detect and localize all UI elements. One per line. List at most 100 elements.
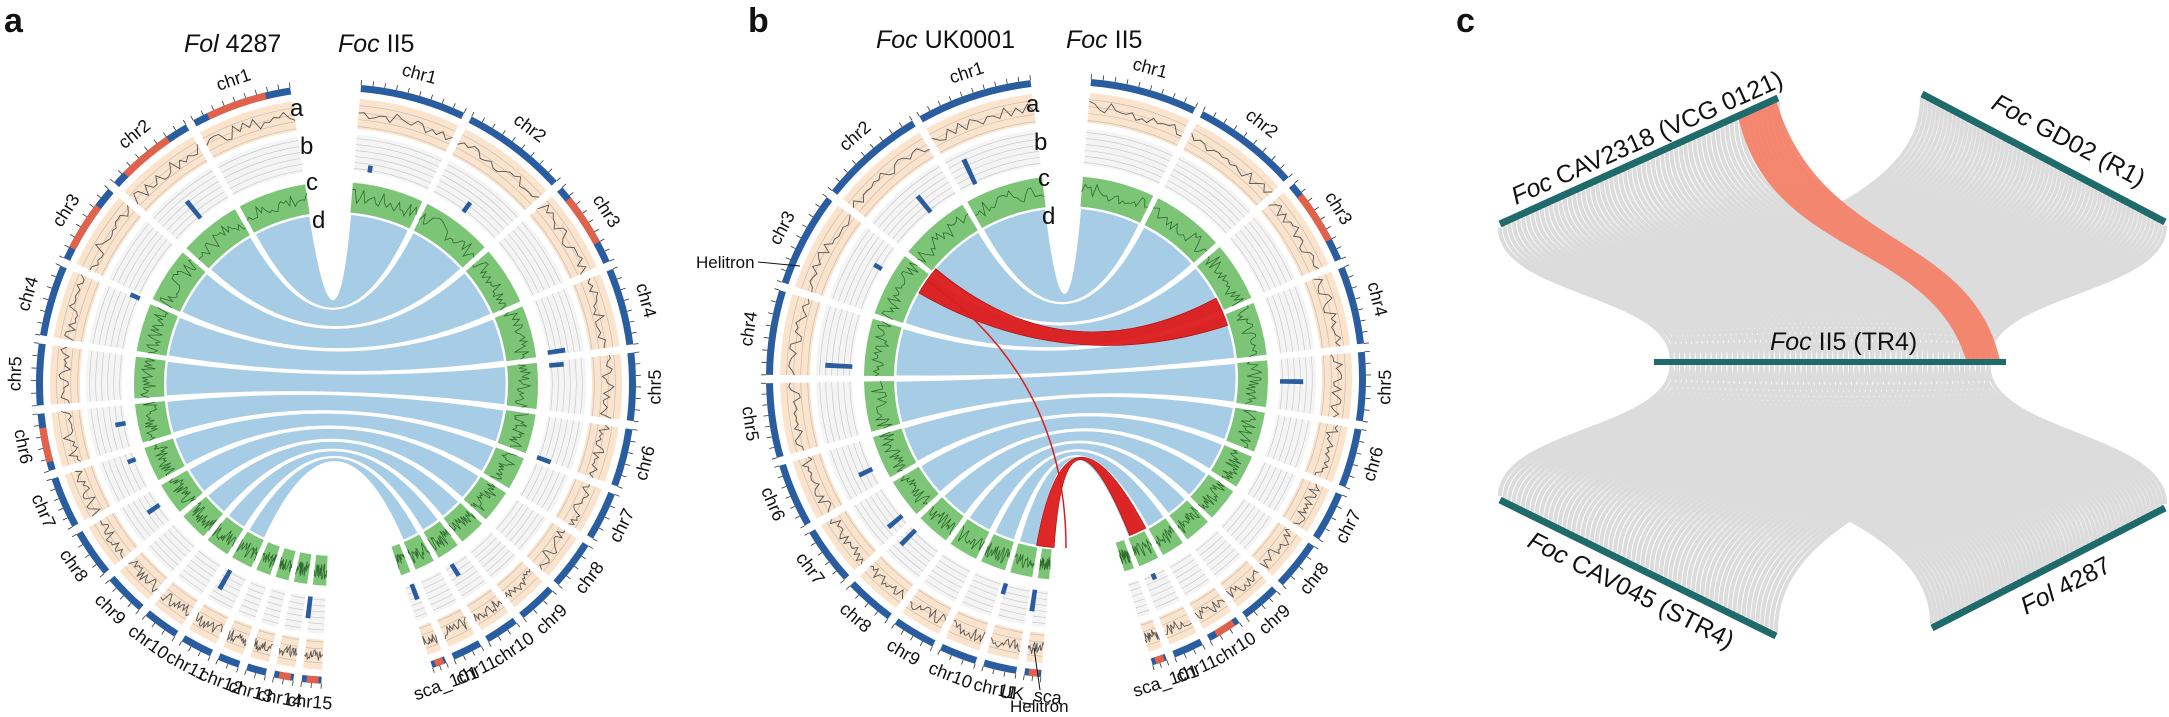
tick-mark bbox=[1352, 286, 1358, 289]
tick-mark bbox=[236, 667, 239, 673]
synteny-ribbon bbox=[1705, 364, 1912, 599]
synteny-ribbon bbox=[1655, 156, 1854, 360]
tick-mark bbox=[64, 244, 70, 248]
density-line bbox=[1153, 207, 1207, 253]
tick-mark bbox=[851, 160, 857, 165]
grid-line bbox=[870, 495, 898, 532]
synteny-ribbon bbox=[1530, 213, 1711, 360]
tick-mark bbox=[575, 200, 581, 205]
gc-line bbox=[505, 568, 531, 598]
chromosome-label: chr1 bbox=[400, 60, 439, 88]
grid-line bbox=[1283, 418, 1298, 464]
synteny-ribbon bbox=[1764, 364, 1980, 628]
grid-line bbox=[84, 468, 104, 511]
tick-mark bbox=[1325, 528, 1330, 532]
density-line bbox=[427, 528, 451, 552]
gene-density-track bbox=[207, 516, 244, 555]
grid-line bbox=[521, 463, 538, 496]
grid-line bbox=[1153, 591, 1176, 603]
gene-density-track bbox=[465, 251, 521, 314]
synteny-ribbon bbox=[1617, 364, 1811, 555]
synteny-ribbon bbox=[1640, 364, 1838, 567]
grid-line bbox=[1221, 561, 1248, 585]
tick-mark bbox=[864, 603, 869, 608]
panel-a-tracks bbox=[31, 80, 641, 689]
synteny-link bbox=[920, 415, 1223, 493]
tick-mark bbox=[1114, 77, 1117, 83]
tick-mark bbox=[1288, 173, 1293, 178]
tick-mark bbox=[588, 219, 594, 223]
grid-line bbox=[309, 610, 325, 613]
grid-line bbox=[194, 555, 217, 572]
grid-line bbox=[107, 353, 111, 401]
repeat-spike bbox=[126, 457, 137, 465]
grid-line bbox=[1301, 486, 1324, 529]
gc-track bbox=[451, 128, 547, 211]
synteny-link bbox=[248, 457, 419, 541]
grid-line bbox=[1148, 580, 1171, 592]
tick-mark bbox=[827, 187, 833, 191]
tick-mark bbox=[1253, 611, 1258, 616]
tick-mark bbox=[1271, 155, 1276, 161]
gc-track bbox=[124, 136, 208, 212]
chromosome-label: chr7 bbox=[792, 548, 829, 588]
gene-density-track bbox=[864, 380, 901, 432]
grid-line bbox=[225, 640, 246, 649]
grid-line bbox=[57, 411, 70, 466]
chromosome-label: chr5 bbox=[738, 405, 763, 443]
tick-mark bbox=[598, 527, 604, 531]
helitron-link bbox=[918, 268, 1229, 346]
synteny-ribbon bbox=[1626, 364, 1822, 560]
tick-mark bbox=[46, 478, 52, 482]
synteny-ribbon bbox=[1751, 364, 1964, 621]
tick-mark bbox=[767, 312, 774, 315]
tick-mark bbox=[1126, 79, 1129, 85]
grid-line bbox=[241, 604, 258, 612]
chromosome-band bbox=[76, 530, 110, 574]
grid-line bbox=[102, 407, 113, 453]
synteny-link bbox=[968, 442, 1186, 531]
repeat-spike bbox=[184, 199, 203, 220]
chromosome-label: chr5 bbox=[4, 356, 25, 392]
tick-mark bbox=[89, 203, 94, 208]
tick-mark bbox=[43, 297, 49, 301]
synteny-ribbon bbox=[1938, 206, 2131, 360]
tick-mark bbox=[1174, 657, 1178, 663]
gc-line bbox=[64, 274, 85, 341]
repeat-spike bbox=[367, 165, 373, 174]
tick-mark bbox=[562, 183, 567, 188]
tick-mark bbox=[808, 213, 814, 218]
synteny-ribbon bbox=[1659, 364, 1859, 576]
gene-density-track bbox=[864, 318, 902, 377]
grid-line bbox=[95, 351, 99, 402]
grid-line bbox=[129, 562, 158, 590]
chromosome-band bbox=[1199, 111, 1289, 182]
tick-mark bbox=[1299, 566, 1304, 571]
tick-mark bbox=[588, 545, 594, 549]
grid-line bbox=[557, 479, 577, 518]
grid-line bbox=[100, 520, 126, 557]
tick-mark bbox=[1282, 585, 1287, 590]
tick-mark bbox=[99, 573, 105, 578]
tick-mark bbox=[253, 672, 257, 678]
chromosome-band bbox=[779, 463, 811, 526]
chromosome-label: chr3 bbox=[1321, 188, 1356, 228]
grid-line bbox=[430, 593, 453, 606]
tick-mark bbox=[879, 136, 883, 141]
density-line bbox=[974, 187, 1045, 217]
gc-line bbox=[1144, 629, 1160, 643]
repeat-track bbox=[98, 451, 148, 504]
density-line bbox=[1177, 506, 1201, 534]
tick-mark bbox=[626, 309, 632, 312]
chromosome-band bbox=[1090, 79, 1196, 114]
grid-line bbox=[489, 553, 515, 577]
tick-mark bbox=[785, 496, 791, 499]
gc-line bbox=[1165, 620, 1192, 635]
gc-track bbox=[590, 354, 622, 420]
tick-mark bbox=[254, 89, 257, 95]
grid-line bbox=[138, 498, 160, 529]
chromosome-band bbox=[1312, 492, 1343, 540]
density-line bbox=[212, 522, 237, 547]
tick-mark bbox=[1360, 319, 1366, 322]
panel-b-right-genome-title: Foc II5 bbox=[1066, 26, 1142, 54]
